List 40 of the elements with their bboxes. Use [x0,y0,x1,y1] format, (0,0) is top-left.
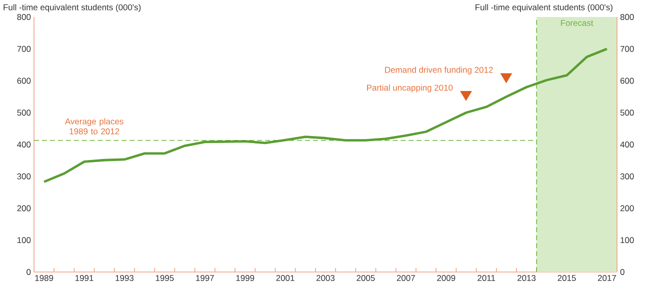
x-tick-label: 1997 [196,275,214,282]
y2-tick-label: 600 [620,78,634,84]
y2-tick-label: 700 [620,46,634,52]
y-tick-label: 400 [17,142,31,148]
line-series [42,48,608,183]
x-tick-label: 2005 [356,275,375,282]
x-tick-label: 2003 [316,275,335,282]
x-tick-label: 2017 [598,275,616,282]
y-tick-label: 600 [17,78,31,84]
x-tick-label: 1989 [35,275,54,282]
y2-tick-label: 300 [620,173,634,180]
y2-axis-title: Full -time equivalent students (000's) [476,4,612,12]
ref-line-label: Average places 1989 to 2012 [64,118,124,134]
annotation: Demand driven funding 2012 [385,66,493,74]
x-tick-label: 1993 [116,275,134,282]
y-axis-title: Full -time equivalent students (000's) [4,4,141,12]
y-tick-label: 0 [26,269,31,275]
x-tick-label: 2011 [478,275,496,282]
x-tick-label: 1991 [75,275,94,282]
y2-tick-label: 400 [620,142,634,148]
y2-tick-label: 200 [620,205,634,212]
y2-tick-label: 0 [620,269,624,275]
y-tick-label: 300 [17,173,31,180]
x-tick-label: 2013 [518,275,536,282]
x-tick-label: 1999 [236,275,254,282]
annotation: Partial uncapping 2010 [367,84,453,92]
y-tick-label: 200 [17,205,31,212]
x-tick-label: 2009 [437,275,456,282]
y2-tick-label: 500 [620,110,634,116]
y-tick-label: 700 [17,46,31,52]
x-tick-label: 2015 [558,275,576,282]
y2-tick-label: 100 [620,237,634,244]
x-tick-label: 2001 [276,275,294,282]
y-tick-label: 500 [17,110,31,116]
x-tick-label: 1995 [156,275,174,282]
band-label: Forecast [561,20,594,26]
y-tick-label: 100 [17,237,31,244]
x-tick-label: 2007 [396,275,415,282]
y2-tick-label: 800 [620,14,634,20]
y-tick-label: 800 [17,14,31,20]
